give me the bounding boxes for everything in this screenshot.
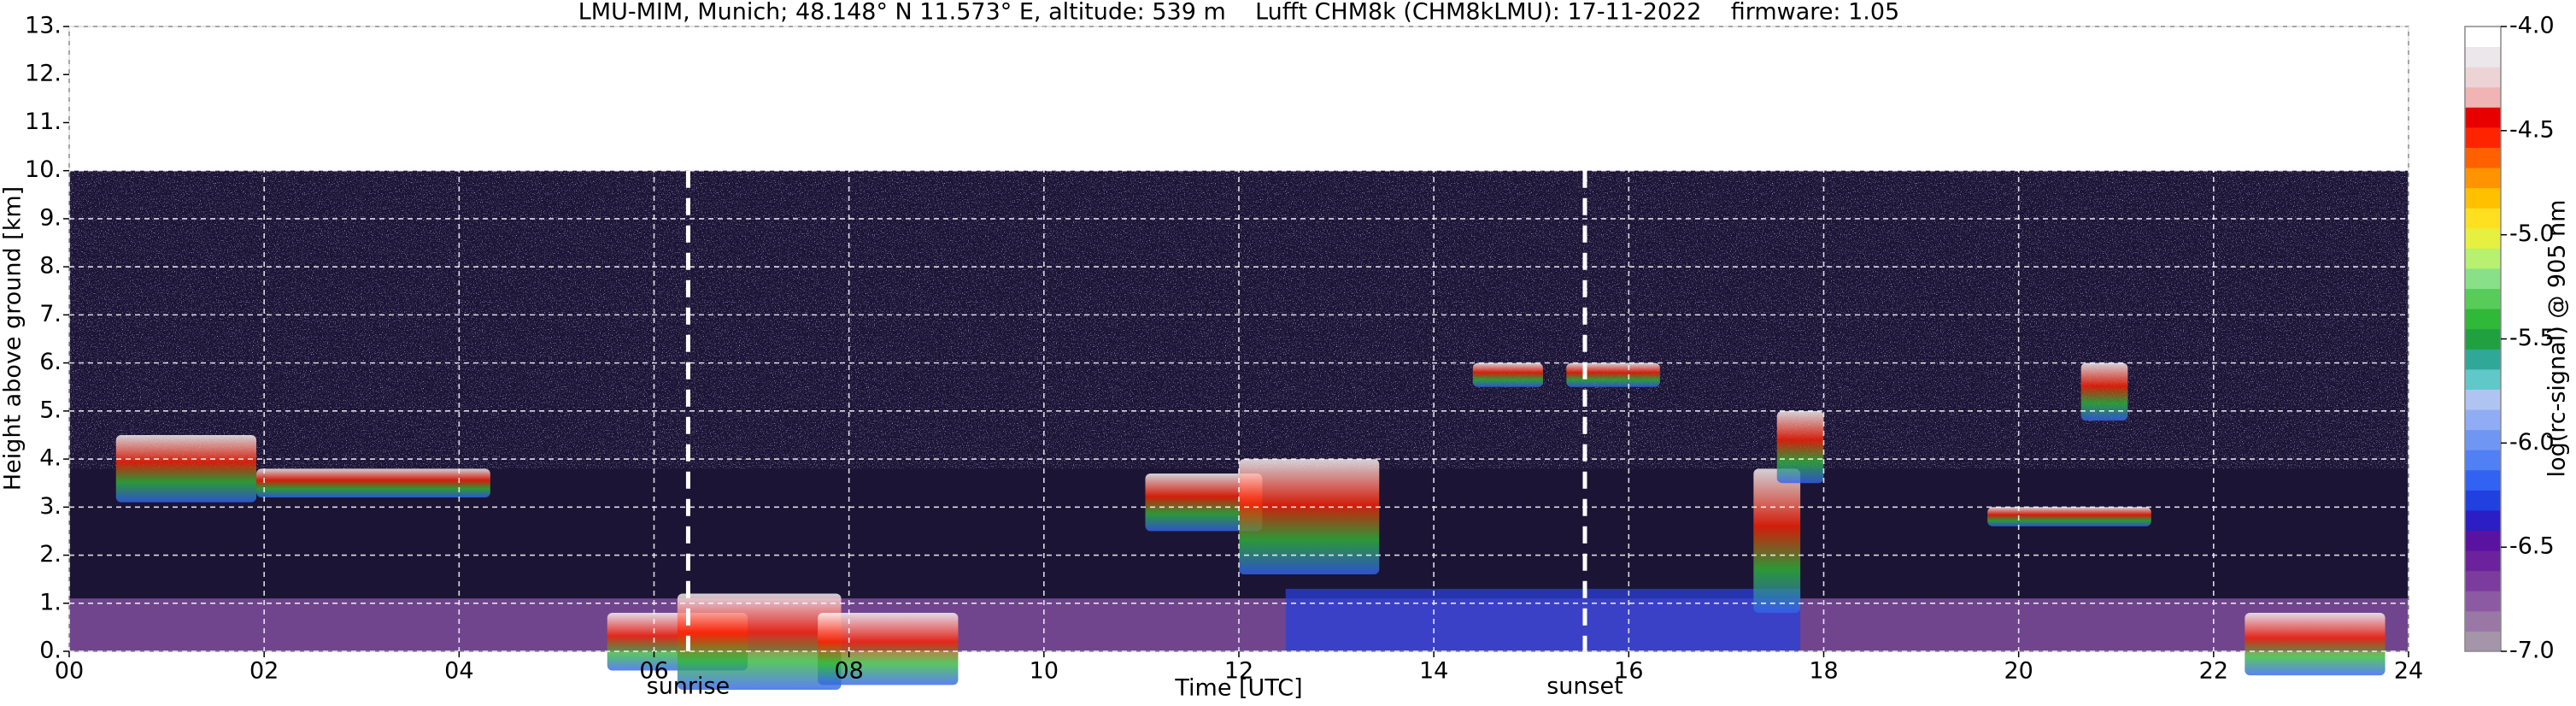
annotation-label: sunset xyxy=(1546,674,1623,700)
colorbar-segment xyxy=(2465,26,2501,48)
colorbar-segment xyxy=(2465,168,2501,189)
x-axis-label: Time [UTC] xyxy=(1174,675,1302,702)
y-tick-label: 0. xyxy=(39,638,62,664)
x-tick-label: 24 xyxy=(2394,658,2423,685)
y-axis-label: Height above ground [km] xyxy=(0,186,26,491)
colorbar-segment xyxy=(2465,46,2501,68)
colorbar-segment xyxy=(2465,107,2501,128)
x-tick-label: 08 xyxy=(834,658,863,685)
colorbar-segment xyxy=(2465,631,2501,652)
y-tick-label: 8. xyxy=(39,253,62,279)
y-tick-label: 9. xyxy=(39,204,62,231)
y-tick-label: 1. xyxy=(39,589,62,615)
y-tick-label: 13. xyxy=(25,13,62,39)
cloud-echo xyxy=(1239,459,1380,575)
cloud-echo xyxy=(115,434,257,503)
chart-title: LMU-MIM, Munich; 48.148° N 11.573° E, al… xyxy=(578,0,1899,26)
y-tick-label: 3. xyxy=(39,493,62,520)
colorbar-segment xyxy=(2465,208,2501,229)
colorbar-segment xyxy=(2465,570,2501,591)
cloud-echo xyxy=(2244,613,2385,676)
x-tick-label: 04 xyxy=(444,658,473,685)
cloud-echo xyxy=(677,593,842,690)
colorbar-segment xyxy=(2465,389,2501,410)
colorbar-segment xyxy=(2465,429,2501,450)
annotation-label: sunrise xyxy=(647,674,731,700)
x-tick-label: 02 xyxy=(249,658,279,685)
colorbar-segment xyxy=(2465,248,2501,269)
cloud-echo xyxy=(1145,473,1263,532)
x-tick-label: 18 xyxy=(1809,658,1838,685)
colorbar-segment xyxy=(2465,509,2501,532)
x-tick-label: 00 xyxy=(55,658,84,685)
colorbar-segment xyxy=(2465,349,2501,370)
colorbar-segment xyxy=(2465,288,2501,309)
colorbar-segment xyxy=(2465,409,2501,431)
cloud-echo xyxy=(1776,410,1824,484)
colorbar-tick-label: -6.0 xyxy=(2509,429,2555,456)
x-tick-label: 12 xyxy=(1224,658,1253,685)
cloud-echo xyxy=(1566,362,1660,387)
colorbar-segment xyxy=(2465,490,2501,511)
boundary-layer xyxy=(69,598,2409,651)
x-tick-label: 22 xyxy=(2199,658,2228,685)
colorbar-tick-label: -4.0 xyxy=(2509,13,2555,39)
colorbar-tick-label: -5.0 xyxy=(2509,221,2555,247)
colorbar-tick-label: -6.5 xyxy=(2509,533,2555,560)
colorbar-label: log(rc-signal) @ 905 nm xyxy=(2544,200,2571,478)
cloud-echo xyxy=(2080,362,2128,421)
colorbar-segment xyxy=(2465,610,2501,632)
colorbar-segment xyxy=(2465,368,2501,390)
cloud-echo xyxy=(1753,468,1801,614)
x-tick-label: 20 xyxy=(2004,658,2033,685)
y-tick-label: 2. xyxy=(39,541,62,568)
colorbar-segment xyxy=(2465,147,2501,168)
y-tick-label: 11. xyxy=(25,109,62,135)
colorbar-segment xyxy=(2465,450,2501,471)
colorbar-tick-label: -7.0 xyxy=(2509,638,2555,664)
colorbar-segment xyxy=(2465,328,2501,350)
cloud-echo xyxy=(256,468,490,498)
colorbar-segment xyxy=(2465,67,2501,88)
y-tick-label: 10. xyxy=(25,156,62,183)
colorbar-segment xyxy=(2465,530,2501,551)
colorbar-segment xyxy=(2465,227,2501,249)
x-tick-label: 10 xyxy=(1030,658,1059,685)
boundary-layer-blue xyxy=(1285,588,1801,651)
colorbar-segment xyxy=(2465,86,2501,108)
colorbar-tick-label: -5.5 xyxy=(2509,325,2555,351)
y-tick-label: 4. xyxy=(39,445,62,472)
colorbar-segment xyxy=(2465,309,2501,330)
cloud-echo xyxy=(1472,362,1543,387)
colorbar-segment xyxy=(2465,591,2501,612)
colorbar-segment xyxy=(2465,469,2501,491)
colorbar-segment xyxy=(2465,268,2501,290)
y-tick-label: 5. xyxy=(39,397,62,423)
y-tick-label: 12. xyxy=(25,61,62,87)
x-tick-label: 14 xyxy=(1419,658,1448,685)
x-tick-label: 16 xyxy=(1614,658,1643,685)
x-tick-label: 06 xyxy=(639,658,668,685)
y-tick-label: 7. xyxy=(39,301,62,327)
colorbar-tick-label: -4.5 xyxy=(2509,116,2555,143)
cloud-echo xyxy=(1987,507,2151,527)
cloud-echo xyxy=(818,613,959,685)
colorbar-segment xyxy=(2465,126,2501,148)
colorbar-segment xyxy=(2465,550,2501,572)
colorbar-segment xyxy=(2465,187,2501,209)
y-tick-label: 6. xyxy=(39,349,62,375)
